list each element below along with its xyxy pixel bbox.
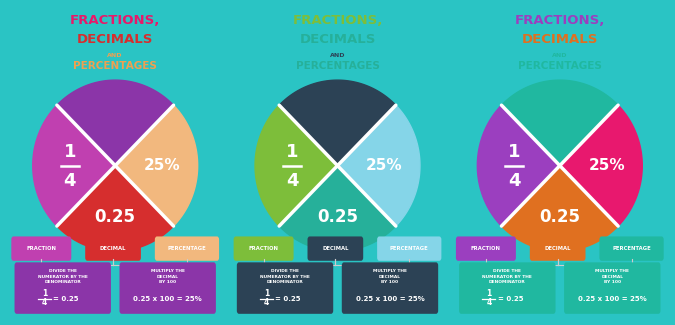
Polygon shape — [477, 105, 560, 226]
Text: PERCENTAGE: PERCENTAGE — [390, 246, 429, 251]
Text: 4: 4 — [486, 298, 491, 307]
Polygon shape — [560, 105, 643, 226]
FancyBboxPatch shape — [459, 262, 556, 314]
Text: DIVIDE THE
NUMERATOR BY THE
DENOMINATOR: DIVIDE THE NUMERATOR BY THE DENOMINATOR — [38, 269, 88, 284]
Text: AND: AND — [107, 53, 123, 58]
Polygon shape — [279, 80, 396, 166]
Text: PERCENTAGE: PERCENTAGE — [612, 246, 651, 251]
Text: PERCENTAGES: PERCENTAGES — [74, 61, 157, 72]
Text: 1: 1 — [486, 289, 491, 298]
FancyBboxPatch shape — [237, 262, 333, 314]
Text: 4: 4 — [42, 298, 47, 307]
Text: FRACTION: FRACTION — [471, 246, 501, 251]
FancyBboxPatch shape — [85, 237, 141, 261]
Polygon shape — [338, 105, 420, 226]
Polygon shape — [32, 105, 115, 226]
Polygon shape — [279, 166, 396, 251]
Text: 0.25: 0.25 — [317, 208, 358, 226]
Text: 25%: 25% — [367, 158, 403, 173]
Text: 1: 1 — [286, 143, 298, 161]
Text: MULTIPLY THE
DECIMAL
BY 100: MULTIPLY THE DECIMAL BY 100 — [373, 269, 407, 284]
Text: DIVIDE THE
NUMERATOR BY THE
DENOMINATOR: DIVIDE THE NUMERATOR BY THE DENOMINATOR — [483, 269, 533, 284]
FancyBboxPatch shape — [377, 237, 441, 261]
FancyBboxPatch shape — [530, 237, 585, 261]
Text: 0.25: 0.25 — [539, 208, 580, 226]
Text: FRACTION: FRACTION — [26, 246, 56, 251]
FancyBboxPatch shape — [564, 262, 660, 314]
Text: AND: AND — [330, 53, 345, 58]
Text: 4: 4 — [264, 298, 269, 307]
Text: FRACTIONS,: FRACTIONS, — [70, 14, 161, 27]
FancyBboxPatch shape — [119, 262, 216, 314]
Text: DECIMALS: DECIMALS — [522, 33, 598, 46]
Text: 0.25 x 100 = 25%: 0.25 x 100 = 25% — [578, 296, 647, 302]
Text: DECIMALS: DECIMALS — [299, 33, 376, 46]
FancyBboxPatch shape — [155, 237, 219, 261]
Text: DECIMALS: DECIMALS — [77, 33, 153, 46]
Text: DECIMAL: DECIMAL — [545, 246, 571, 251]
Text: 4: 4 — [508, 172, 520, 190]
Text: 1: 1 — [508, 143, 520, 161]
Text: 4: 4 — [63, 172, 76, 190]
Polygon shape — [255, 105, 338, 226]
Text: MULTIPLY THE
DECIMAL
BY 100: MULTIPLY THE DECIMAL BY 100 — [595, 269, 629, 284]
Text: PERCENTAGE: PERCENTAGE — [167, 246, 207, 251]
Text: FRACTIONS,: FRACTIONS, — [514, 14, 605, 27]
Polygon shape — [502, 166, 618, 251]
Text: 25%: 25% — [589, 158, 625, 173]
Text: 1: 1 — [42, 289, 47, 298]
FancyBboxPatch shape — [234, 237, 294, 261]
Text: = 0.25: = 0.25 — [275, 296, 301, 302]
Text: 0.25 x 100 = 25%: 0.25 x 100 = 25% — [133, 296, 202, 302]
FancyBboxPatch shape — [15, 262, 111, 314]
Text: MULTIPLY THE
DECIMAL
BY 100: MULTIPLY THE DECIMAL BY 100 — [151, 269, 185, 284]
Text: 0.25: 0.25 — [95, 208, 136, 226]
Text: 1: 1 — [63, 143, 76, 161]
Text: DIVIDE THE
NUMERATOR BY THE
DENOMINATOR: DIVIDE THE NUMERATOR BY THE DENOMINATOR — [260, 269, 310, 284]
Text: FRACTION: FRACTION — [248, 246, 279, 251]
Text: 1: 1 — [264, 289, 269, 298]
Text: DECIMAL: DECIMAL — [100, 246, 126, 251]
Text: PERCENTAGES: PERCENTAGES — [518, 61, 601, 72]
Polygon shape — [57, 80, 173, 166]
Polygon shape — [502, 80, 618, 166]
Text: AND: AND — [552, 53, 568, 58]
Text: 4: 4 — [286, 172, 298, 190]
Text: FRACTIONS,: FRACTIONS, — [292, 14, 383, 27]
FancyBboxPatch shape — [456, 237, 516, 261]
FancyBboxPatch shape — [11, 237, 72, 261]
Text: 25%: 25% — [144, 158, 180, 173]
Text: DECIMAL: DECIMAL — [322, 246, 348, 251]
Text: = 0.25: = 0.25 — [497, 296, 523, 302]
Text: 0.25 x 100 = 25%: 0.25 x 100 = 25% — [356, 296, 425, 302]
Polygon shape — [115, 105, 198, 226]
Polygon shape — [57, 166, 173, 251]
FancyBboxPatch shape — [342, 262, 438, 314]
FancyBboxPatch shape — [308, 237, 363, 261]
FancyBboxPatch shape — [599, 237, 664, 261]
Text: PERCENTAGES: PERCENTAGES — [296, 61, 379, 72]
Text: = 0.25: = 0.25 — [53, 296, 78, 302]
